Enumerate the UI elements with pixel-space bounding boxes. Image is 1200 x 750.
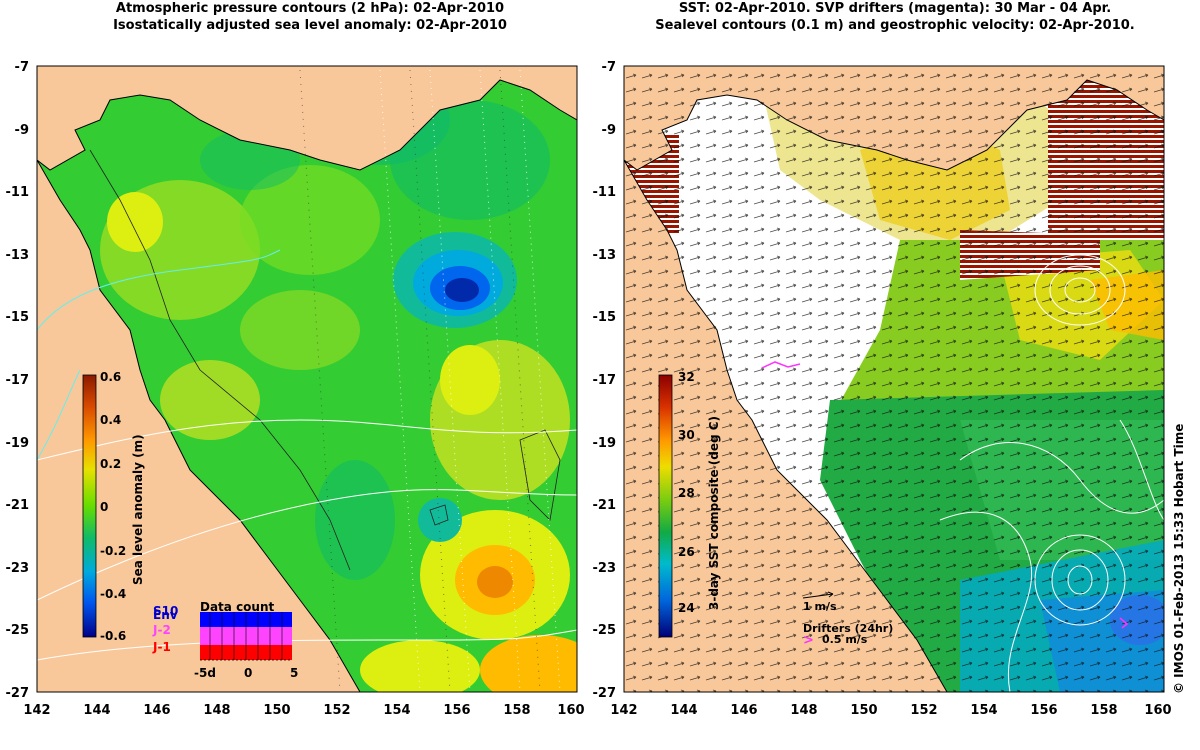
sst-tick: 26: [678, 545, 695, 559]
lon-label: 156: [443, 703, 470, 718]
lon-label: 142: [23, 703, 50, 718]
drifters-scale-label: 0.5 m/s: [822, 633, 868, 646]
sst-tick: 30: [678, 428, 695, 442]
lat-label: -7: [15, 60, 29, 75]
drifter-scale-arrow-icon: >: [803, 633, 814, 648]
lat-label: -17: [593, 373, 617, 388]
lat-label: -9: [602, 123, 616, 138]
imos-credit: © IMOS 01-Feb-2013 15:33 Hobart Time: [1172, 423, 1186, 694]
sla-colorbar: [82, 374, 97, 638]
lon-label: 152: [323, 703, 350, 718]
lon-ticks-left: 142 144 146 148 150 152 154 156 158 160: [23, 703, 584, 718]
lon-label: 152: [910, 703, 937, 718]
sla-tick: -0.6: [100, 629, 126, 643]
data-count-tick: 0: [244, 666, 252, 680]
legend-j2: J-2: [152, 623, 171, 637]
lat-label: -25: [593, 623, 617, 638]
geostrophic-velocity-arrows: [624, 66, 1164, 692]
lat-label: -17: [6, 373, 30, 388]
lat-ticks-left: -7 -9 -11 -13 -15 -17 -19 -21 -23 -25 -2…: [6, 60, 30, 701]
right-map-title: SST: 02-Apr-2010. SVP drifters (magenta)…: [625, 0, 1165, 34]
legend-env: Env: [153, 608, 178, 622]
new-guinea-land: [37, 66, 577, 170]
lat-label: -11: [6, 185, 30, 200]
lon-label: 148: [790, 703, 817, 718]
velocity-scale: 1 m/s Drifters (24hr) > 0.5 m/s: [802, 591, 893, 648]
lat-label: -13: [593, 248, 617, 263]
lat-label: -9: [15, 123, 29, 138]
sla-tick: 0.6: [100, 370, 121, 384]
left-map: [37, 66, 577, 692]
data-count-inset: Data count S10 Env J-2 J-1 -5d 0 5: [152, 600, 298, 680]
lat-label: -23: [593, 561, 617, 576]
lon-label: 150: [850, 703, 877, 718]
lon-label: 142: [610, 703, 637, 718]
lat-label: -27: [593, 686, 617, 701]
lat-label: -19: [593, 436, 617, 451]
lon-label: 156: [1030, 703, 1057, 718]
lat-label: -7: [602, 60, 616, 75]
sla-tick: 0.2: [100, 457, 121, 471]
right-map: [624, 66, 1164, 692]
sla-tick: -0.4: [100, 587, 126, 601]
sst-tick: 24: [678, 601, 695, 615]
sla-tick: 0: [100, 500, 108, 514]
sst-tick: 28: [678, 486, 695, 500]
sla-tick: 0.4: [100, 413, 121, 427]
data-count-title: Data count: [200, 600, 275, 614]
lon-label: 158: [1090, 703, 1117, 718]
sst-colorbar-ticks: 32 30 28 26 24: [678, 370, 695, 615]
data-count-tick: 5: [290, 666, 298, 680]
drifters-label: Drifters (24hr): [803, 622, 893, 635]
drifter-track: [761, 361, 801, 369]
lat-ticks-right: -7 -9 -11 -13 -15 -17 -19 -21 -23 -25 -2…: [593, 60, 617, 701]
lon-label: 150: [263, 703, 290, 718]
lat-label: -13: [6, 248, 30, 263]
sla-tick: -0.2: [100, 544, 126, 558]
lat-label: -11: [593, 185, 617, 200]
left-title-line2: Isostatically adjusted sea level anomaly…: [113, 18, 507, 33]
lon-label: 144: [670, 703, 697, 718]
sla-colorbar-ticks: 0.6 0.4 0.2 0 -0.2 -0.4 -0.6: [100, 370, 126, 643]
right-title-line2: Sealevel contours (0.1 m) and geostrophi…: [655, 18, 1135, 33]
lat-label: -27: [6, 686, 30, 701]
lat-label: -23: [6, 561, 30, 576]
sst-tick: 32: [678, 370, 695, 384]
lon-label: 146: [143, 703, 170, 718]
lat-label: -25: [6, 623, 30, 638]
lat-label: -15: [593, 310, 617, 325]
lat-label: -15: [6, 310, 30, 325]
legend-j1: J-1: [152, 640, 171, 654]
lon-label: 160: [1144, 703, 1171, 718]
lon-label: 154: [383, 703, 410, 718]
lon-label: 144: [83, 703, 110, 718]
lat-label: -19: [6, 436, 30, 451]
sst-colorbar-label: 3-day SST composite (deg C): [707, 416, 721, 610]
left-map-frame: [36, 65, 578, 693]
lon-label: 154: [970, 703, 997, 718]
australia-land: [37, 160, 360, 692]
right-title-line1: SST: 02-Apr-2010. SVP drifters (magenta)…: [678, 1, 1112, 16]
lat-label: -21: [6, 498, 30, 513]
sst-colorbar: [658, 374, 673, 638]
lat-label: -21: [593, 498, 617, 513]
data-count-tick: -5d: [194, 666, 216, 680]
lon-label: 146: [730, 703, 757, 718]
sla-colorbar-label: Sea level anomaly (m): [131, 434, 145, 585]
left-title-line1: Atmospheric pressure contours (2 hPa): 0…: [115, 1, 505, 16]
lon-label: 160: [557, 703, 584, 718]
lon-ticks-right: 142 144 146 148 150 152 154 156 158 160: [610, 703, 1171, 718]
velocity-scale-label: 1 m/s: [803, 600, 837, 613]
lon-label: 158: [503, 703, 530, 718]
right-map-frame: [623, 65, 1165, 693]
left-map-title: Atmospheric pressure contours (2 hPa): 0…: [40, 0, 580, 34]
legend-s10: S10: [153, 604, 178, 618]
lon-label: 148: [203, 703, 230, 718]
